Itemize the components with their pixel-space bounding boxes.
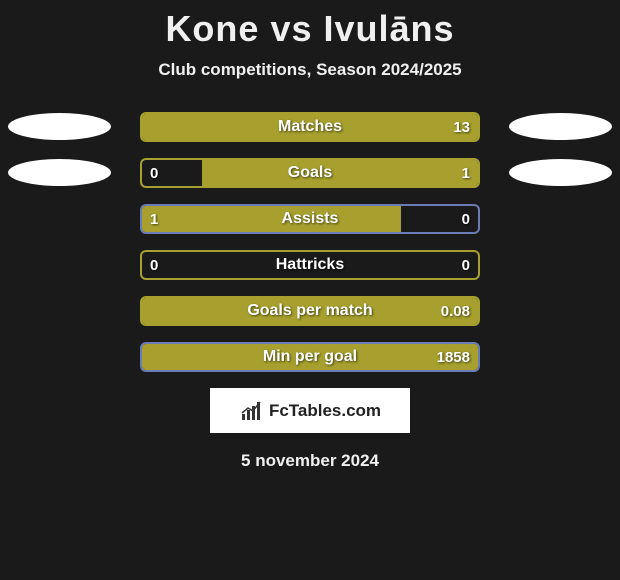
stat-value-right: 0 [454, 206, 478, 232]
stat-bar-fill-left [142, 206, 401, 232]
stat-row: Hattricks0 0 [0, 250, 620, 280]
stat-row: Assists10 [0, 204, 620, 234]
chart-line-icon [239, 399, 263, 423]
stat-row: Goals01 [0, 158, 620, 188]
stat-value-left: 0 [142, 252, 166, 278]
stat-bar-track: Hattricks0 0 [140, 250, 480, 280]
player-right-ellipse [509, 159, 612, 186]
stat-value-right: 0.08 [433, 298, 478, 324]
stat-value-left: 1 [142, 206, 166, 232]
stat-bar-track: Assists10 [140, 204, 480, 234]
brand-text: FcTables.com [269, 401, 381, 421]
stat-bar-fill-right [142, 298, 478, 324]
stat-bar-fill-right [142, 344, 478, 370]
stat-bar-track: Matches13 [140, 112, 480, 142]
stat-bar-track: Goals01 [140, 158, 480, 188]
stat-bar-track: Goals per match0.08 [140, 296, 480, 326]
comparison-rows: Matches13Goals01Assists10Hattricks00Goal… [0, 112, 620, 372]
stat-bar-fill-right [142, 114, 478, 140]
player-left-ellipse [8, 159, 111, 186]
page-subtitle: Club competitions, Season 2024/2025 [0, 60, 620, 80]
footer-date: 5 november 2024 [0, 451, 620, 471]
brand-badge: FcTables.com [210, 388, 410, 433]
stat-value-right: 13 [445, 114, 478, 140]
stat-row: Min per goal1858 [0, 342, 620, 372]
page-title: Kone vs Ivulāns [0, 0, 620, 50]
stat-bar-fill-right [202, 160, 478, 186]
stat-value-left: 0 [142, 160, 166, 186]
stat-value-right: 1 [454, 160, 478, 186]
player-left-ellipse [8, 113, 111, 140]
stat-value-right: 0 [454, 252, 478, 278]
stat-value-right: 1858 [429, 344, 478, 370]
player-right-ellipse [509, 113, 612, 140]
stat-row: Matches13 [0, 112, 620, 142]
stat-bar-track: Min per goal1858 [140, 342, 480, 372]
stat-row: Goals per match0.08 [0, 296, 620, 326]
stat-label: Hattricks [142, 252, 478, 278]
